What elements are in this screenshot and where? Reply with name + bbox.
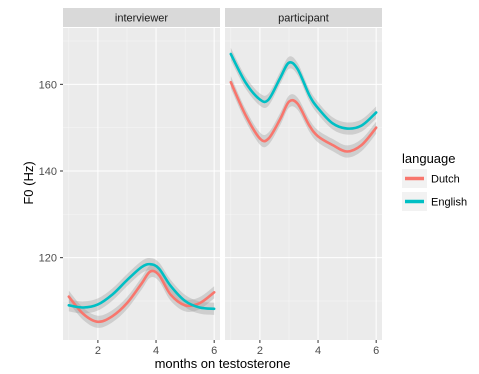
x-tick-label: 6 — [373, 345, 379, 357]
strip-interviewer-background — [63, 8, 220, 27]
x-tick-label: 4 — [315, 345, 321, 357]
panel-background — [225, 28, 382, 340]
y-axis-title: F0 (Hz) — [21, 161, 36, 204]
y-tick-label: 140 — [39, 166, 57, 178]
panel-interviewer — [63, 28, 220, 340]
strip-label-interviewer: interviewer — [115, 13, 169, 25]
x-tick-label: 2 — [257, 345, 263, 357]
x-axis-ticks: 2 4 6 2 4 6 — [95, 340, 379, 357]
series-line-dutch — [67, 269, 216, 324]
x-tick-label: 4 — [153, 345, 159, 357]
series-line-dutch — [229, 80, 378, 153]
legend-label-english: English — [431, 197, 467, 209]
legend-label-dutch: Dutch — [431, 174, 460, 186]
series-line-english — [229, 52, 378, 130]
x-tick-label: 6 — [211, 345, 217, 357]
legend: language Dutch English — [402, 151, 467, 211]
legend-title: language — [402, 151, 456, 166]
series-line-english — [67, 262, 216, 311]
strip-label-participant: participant — [278, 13, 329, 25]
y-axis-ticks: 120 140 160 — [39, 79, 63, 265]
x-axis-title: months on testosterone — [155, 356, 291, 371]
panel-participant — [225, 28, 382, 340]
x-tick-label: 2 — [95, 345, 101, 357]
y-tick-label: 120 — [39, 253, 57, 265]
strip-participant-background — [225, 8, 382, 27]
y-tick-label: 160 — [39, 79, 57, 91]
panel-background — [63, 28, 220, 340]
